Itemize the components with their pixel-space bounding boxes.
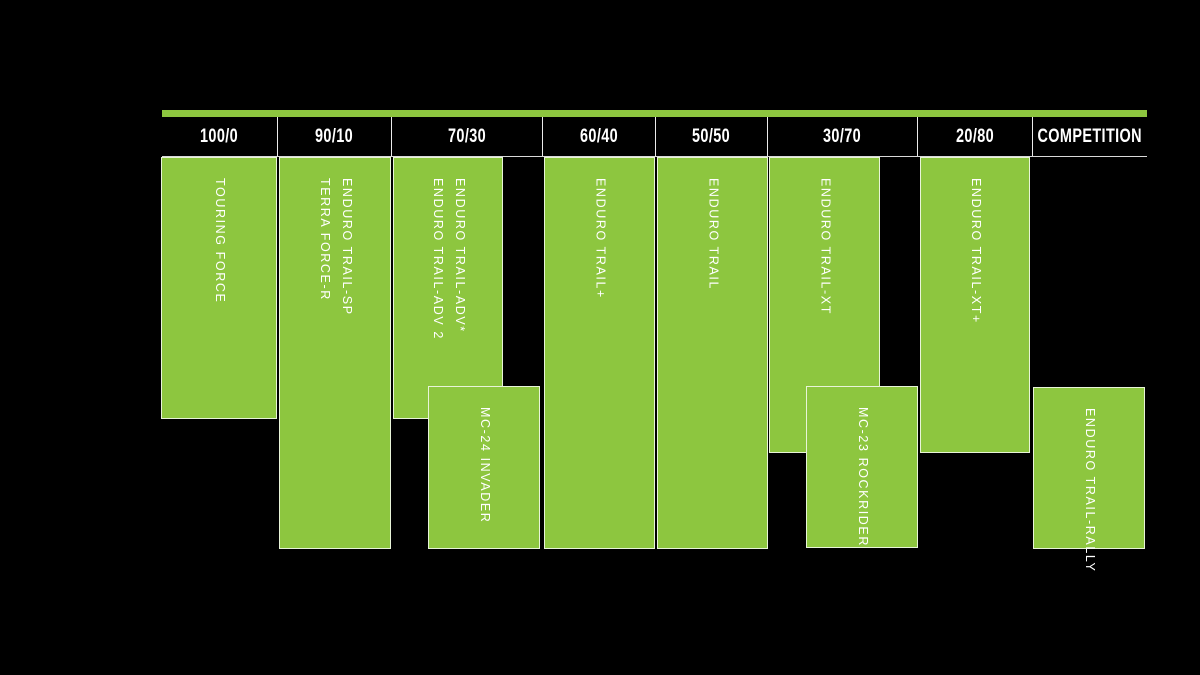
bar-label: ENDURO TRAIL-ADV 2 ENDURO TRAIL-ADV* [431,178,467,340]
column-header-30-70: 30/70 [768,117,918,156]
column-header-50-50: 50/50 [656,117,768,156]
scale-top-rule [162,110,1147,117]
column-header-70-30: 70/30 [392,117,543,156]
bar-label: MC-24 INVADER [477,407,492,524]
bar-terra-force-r-enduro-trail-sp: TERRA FORCE-R ENDURO TRAIL-SP [279,157,391,549]
column-header-label: 60/40 [579,125,619,147]
column-header-100-0: 100/0 [162,117,278,156]
column-header-60-40: 60/40 [543,117,656,156]
header-underline [162,156,1147,157]
column-header-label: COMPETITION [1037,125,1143,147]
column-header-label: 90/10 [315,125,354,147]
bar-enduro-trail-plus: ENDURO TRAIL+ [544,157,655,549]
bar-label: ENDURO TRAIL+ [593,178,608,299]
bar-label: ENDURO TRAIL [706,178,721,291]
column-header-label: 70/30 [447,125,487,147]
bar-enduro-trail: ENDURO TRAIL [657,157,768,549]
bar-mc-23-rockrider: MC-23 ROCKRIDER [806,386,918,548]
bar-label: ENDURO TRAIL-XT+ [968,178,983,324]
bar-label: ENDURO TRAIL-XT [818,178,833,315]
bar-enduro-trail-adv: ENDURO TRAIL-ADV 2 ENDURO TRAIL-ADV* [393,157,503,419]
bar-enduro-trail-xt-plus: ENDURO TRAIL-XT+ [920,157,1030,453]
bar-enduro-trail-rally: ENDURO TRAIL-RALLY [1033,387,1145,572]
bar-label: ENDURO TRAIL-RALLY [1082,408,1097,573]
column-header-20-80: 20/80 [918,117,1033,156]
column-header-label: 100/0 [200,125,239,147]
bar-touring-force: TOURING FORCE [161,157,277,419]
bar-label: TOURING FORCE [212,178,227,304]
column-header-90-10: 90/10 [278,117,392,156]
column-header-competition: COMPETITION [1033,117,1147,156]
bar-label: MC-23 ROCKRIDER [855,407,870,547]
column-header-label: 20/80 [955,125,995,147]
bar-label: TERRA FORCE-R ENDURO TRAIL-SP [318,178,354,316]
bar-mc-24-invader: MC-24 INVADER [428,386,540,549]
column-header-label: 30/70 [823,125,862,147]
column-header-label: 50/50 [692,125,731,147]
